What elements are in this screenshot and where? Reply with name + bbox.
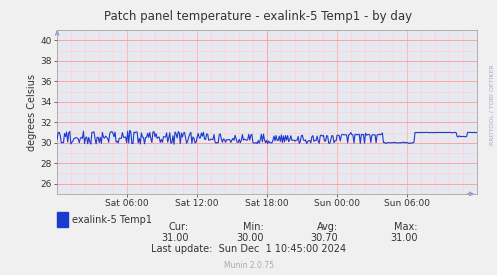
Text: exalink-5 Temp1: exalink-5 Temp1 [72, 215, 152, 225]
Text: Avg:: Avg: [317, 222, 338, 232]
Text: Last update:  Sun Dec  1 10:45:00 2024: Last update: Sun Dec 1 10:45:00 2024 [151, 244, 346, 254]
Text: 30.00: 30.00 [236, 233, 263, 243]
Text: 31.00: 31.00 [390, 233, 417, 243]
Text: Munin 2.0.75: Munin 2.0.75 [224, 261, 273, 270]
Text: Max:: Max: [394, 222, 417, 232]
Text: Patch panel temperature - exalink-5 Temp1 - by day: Patch panel temperature - exalink-5 Temp… [104, 10, 413, 23]
Text: 30.70: 30.70 [310, 233, 338, 243]
Text: Min:: Min: [243, 222, 263, 232]
Text: RRDTOOL / TOBI OETIKER: RRDTOOL / TOBI OETIKER [490, 64, 495, 145]
Text: 31.00: 31.00 [162, 233, 189, 243]
Text: Cur:: Cur: [169, 222, 189, 232]
Y-axis label: degrees Celsius: degrees Celsius [27, 73, 37, 151]
